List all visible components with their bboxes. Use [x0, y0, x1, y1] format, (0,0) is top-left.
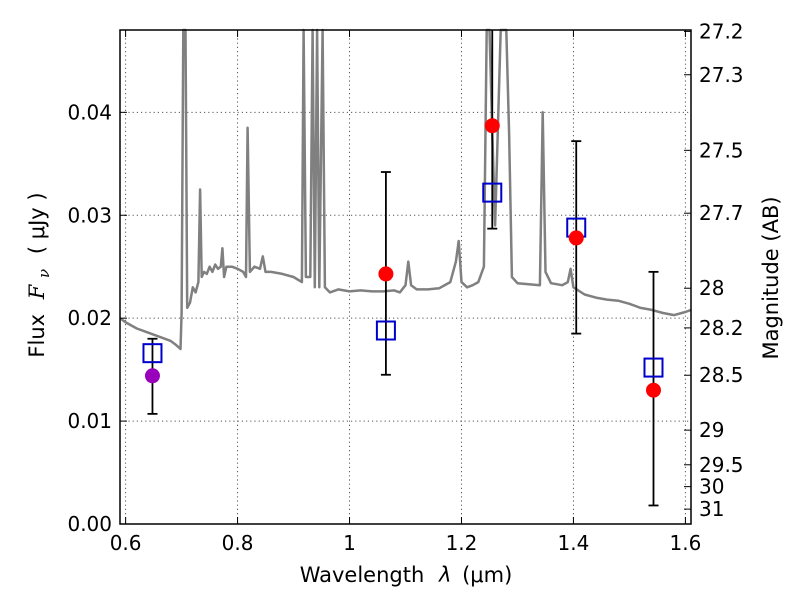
spectrum-line: [119, 28, 692, 351]
y2-tick-label: 28.2: [699, 316, 744, 340]
y-tick-label: 0.03: [67, 203, 112, 227]
y2-axis-label: Magnitude (AB): [759, 196, 783, 359]
model-point: [375, 320, 396, 341]
plot-frame: [119, 29, 692, 525]
x-tick-label: 0.6: [110, 531, 142, 555]
model-point: [482, 182, 503, 203]
axis-ticks: 0.6 0.8 1 1.2 1.4 1.6 0.00 0.01 0.02 0.03 0.04 27.2…: [67, 19, 743, 555]
observed-point: [645, 382, 661, 398]
y2-tick-label: 29.5: [699, 453, 744, 477]
observed-point: [484, 118, 500, 134]
y2-tick-label: 27.2: [699, 19, 744, 43]
x-tick-label: 1: [343, 531, 356, 555]
observed-photometry: [144, 118, 661, 398]
y2-tick-label: 28: [699, 276, 724, 300]
y-tick-label: 0.02: [67, 306, 112, 330]
x-axis-label: Wavelength λ (μm): [300, 563, 513, 587]
y2-tick-label: 27.5: [699, 138, 744, 162]
observed-point: [144, 368, 160, 384]
y2-tick-label: 27.7: [699, 201, 744, 225]
observed-point: [568, 230, 584, 246]
x-tick-label: 1.6: [669, 531, 701, 555]
y2-tick-label: 31: [699, 497, 724, 521]
grid-layer: [120, 30, 691, 524]
y2-tick-label: 28.5: [699, 363, 744, 387]
model-point: [142, 343, 163, 364]
y2-tick-label: 29: [699, 418, 724, 442]
model-photometry: [142, 182, 664, 378]
y2-tick-label: 30: [699, 475, 724, 499]
y-axis-label: Flux F ν ( μJy ): [25, 192, 54, 357]
x-tick-label: 1.4: [558, 531, 590, 555]
model-point: [643, 357, 664, 378]
y-tick-label: 0.01: [67, 409, 112, 433]
x-tick-label: 1.2: [446, 531, 478, 555]
y-tick-label: 0.04: [67, 100, 112, 124]
x-tick-label: 0.8: [222, 531, 254, 555]
y2-tick-label: 27.3: [699, 63, 744, 87]
observed-point: [378, 266, 394, 282]
template-spectrum: [119, 28, 692, 351]
y-tick-label: 0.00: [67, 512, 112, 536]
